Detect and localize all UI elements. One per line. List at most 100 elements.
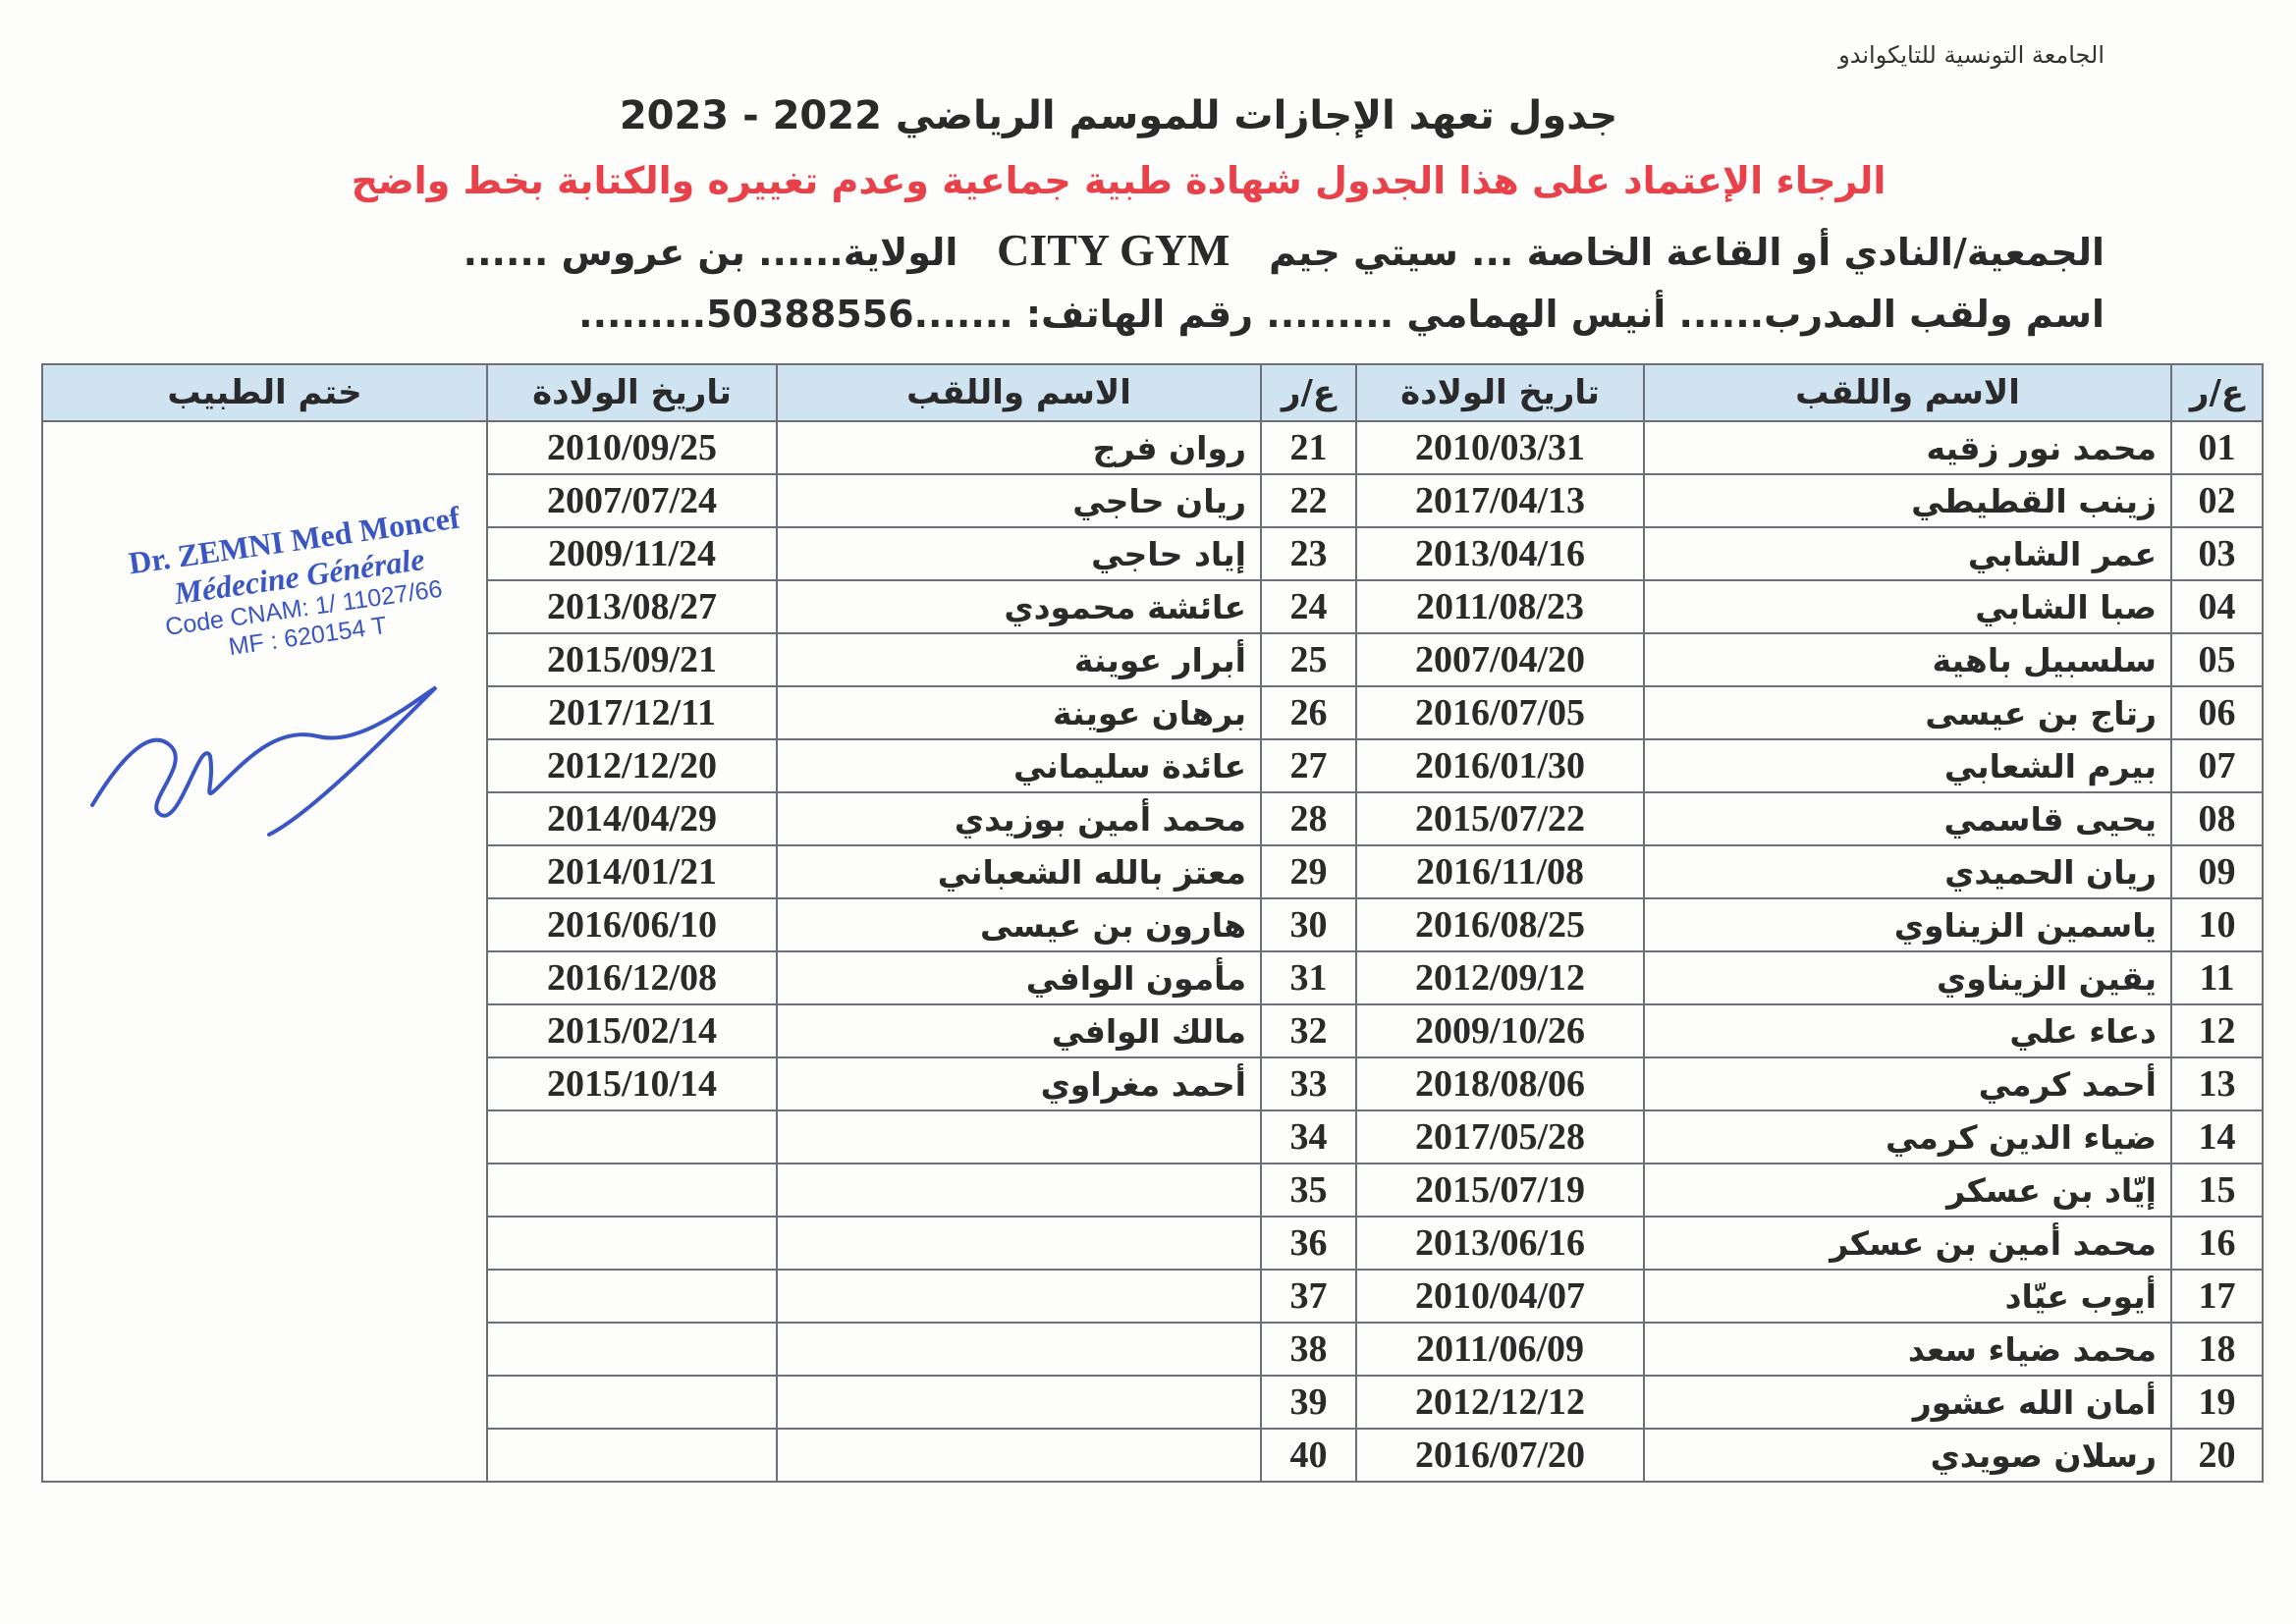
table-row: 12 دعاء علي 2009/10/26 32 مالك الوافي 2015/02… [42,1003,2264,1058]
table-row: 05 سلسبيل باهية 2007/04/20 25 أبرار عوينة 201… [42,632,2264,687]
row-number: 30 [1260,897,1357,952]
table-row: 17 أيوب عيّاد 2010/04/07 37 [42,1269,2264,1324]
birth-date: 2011/08/23 [1355,579,1645,634]
member-name: سلسبيل باهية [1643,632,2172,687]
birth-date: 2014/04/29 [486,791,778,846]
row-number: 01 [2170,420,2264,475]
row-number: 05 [2170,632,2264,687]
warning-note: الرجاء الإعتماد على هذا الجدول شهادة طبي… [351,159,1886,202]
birth-date: 2009/10/26 [1355,1003,1645,1058]
table-row: 04 صبا الشابي 2011/08/23 24 عائشة محمودي 2013… [42,579,2264,634]
organization-name: الجامعة التونسية للتايكواندو [1838,41,2105,69]
table-row: 13 أحمد كرمي 2018/08/06 33 أحمد مغراوي 2015/1… [42,1056,2264,1111]
row-number: 29 [1260,844,1357,899]
member-name: مأمون الوافي [776,950,1262,1005]
birth-date: 2018/08/06 [1355,1056,1645,1111]
signature-icon [90,685,438,837]
birth-date [486,1322,778,1377]
row-number: 25 [1260,632,1357,687]
birth-date: 2010/03/31 [1355,420,1645,475]
row-number: 09 [2170,844,2264,899]
member-name: ريان حاجي [776,473,1262,528]
birth-date: 2015/07/19 [1355,1163,1645,1218]
birth-date: 2017/12/11 [486,685,778,740]
coach-line: اسم ولقب المدرب...... أنيس الهمامي .....… [578,293,2105,336]
member-name: رسلان صويدي [1643,1428,2172,1483]
row-number: 12 [2170,1003,2264,1058]
member-name: أبرار عوينة [776,632,1262,687]
birth-date: 2012/12/12 [1355,1375,1645,1430]
table-row: 06 رتاج بن عيسى 2016/07/05 26 برهان عوينة 201… [42,685,2264,740]
birth-date: 2009/11/24 [486,526,778,581]
member-name: مالك الوافي [776,1003,1262,1058]
table-row: 09 ريان الحميدي 2016/11/08 29 معتز بالله الش… [42,844,2264,899]
member-name: يقين الزيناوي [1643,950,2172,1005]
birth-date: 2013/04/16 [1355,526,1645,581]
birth-date: 2015/02/14 [486,1003,778,1058]
table-row: 20 رسلان صويدي 2016/07/20 40 [42,1428,2264,1483]
birth-date [486,1110,778,1164]
birth-date: 2013/06/16 [1355,1216,1645,1271]
doctor-stamp: Dr. ZEMNI Med Moncef Médecine Générale Cod… [97,495,504,677]
header-birth-2: تاريخ الولادة [486,363,778,422]
doctor-stamp-cell: Dr. ZEMNI Med Moncef Médecine Générale Cod… [41,420,488,1483]
row-number: 08 [2170,791,2264,846]
member-name [776,1269,1262,1324]
birth-date: 2016/12/08 [486,950,778,1005]
member-name: أمان الله عشور [1643,1375,2172,1430]
row-number: 34 [1260,1110,1357,1164]
member-name [776,1110,1262,1164]
association-latin: CITY GYM [997,225,1230,275]
row-number: 27 [1260,738,1357,793]
birth-date [486,1428,778,1483]
row-number: 03 [2170,526,2264,581]
birth-date: 2010/09/25 [486,420,778,475]
row-number: 31 [1260,950,1357,1005]
row-number: 35 [1260,1163,1357,1218]
birth-date: 2010/04/07 [1355,1269,1645,1324]
member-name: روان فرج [776,420,1262,475]
member-name: يحيى قاسمي [1643,791,2172,846]
member-name: ريان الحميدي [1643,844,2172,899]
row-number: 32 [1260,1003,1357,1058]
member-name [776,1375,1262,1430]
state-label: الولاية...... بن عروس ...... [463,231,958,274]
table-header-row: ع/ر الاسم واللقب تاريخ الولادة ع/ر الاسم… [41,363,2264,422]
row-number: 18 [2170,1322,2264,1377]
member-name: إياد حاجي [776,526,1262,581]
page-title: جدول تعهد الإجازات للموسم الرياضي 2022 -… [619,93,1618,138]
birth-date: 2014/01/21 [486,844,778,899]
row-number: 13 [2170,1056,2264,1111]
row-number: 10 [2170,897,2264,952]
row-number: 40 [1260,1428,1357,1483]
member-name: رتاج بن عيسى [1643,685,2172,740]
member-name [776,1428,1262,1483]
member-name: إيّاد بن عسكر [1643,1163,2172,1218]
birth-date: 2015/09/21 [486,632,778,687]
member-name [776,1322,1262,1377]
member-name [776,1163,1262,1218]
member-name: صبا الشابي [1643,579,2172,634]
license-table: ع/ر الاسم واللقب تاريخ الولادة ع/ر الاسم… [41,363,2264,1483]
table-row: 16 محمد أمين بن عسكر 2013/06/16 36 [42,1216,2264,1271]
member-name: عائدة سليماني [776,738,1262,793]
row-number: 11 [2170,950,2264,1005]
row-number: 37 [1260,1269,1357,1324]
member-name: بيرم الشعابي [1643,738,2172,793]
row-number: 38 [1260,1322,1357,1377]
member-name: زينب القطيطي [1643,473,2172,528]
birth-date [486,1163,778,1218]
table-row: 08 يحيى قاسمي 2015/07/22 28 محمد أمين بوزيدي… [42,791,2264,846]
birth-date: 2016/01/30 [1355,738,1645,793]
row-number: 16 [2170,1216,2264,1271]
birth-date [486,1375,778,1430]
birth-date: 2007/04/20 [1355,632,1645,687]
table-row: 19 أمان الله عشور 2012/12/12 39 [42,1375,2264,1430]
row-number: 36 [1260,1216,1357,1271]
member-name: ضياء الدين كرمي [1643,1110,2172,1164]
table-row: 03 عمر الشابي 2013/04/16 23 إياد حاجي 2009/11… [42,526,2264,581]
row-number: 21 [1260,420,1357,475]
birth-date: 2016/06/10 [486,897,778,952]
association-label: الجمعية/النادي أو القاعة الخاصة ... سيتي… [1269,231,2105,274]
birth-date: 2017/05/28 [1355,1110,1645,1164]
